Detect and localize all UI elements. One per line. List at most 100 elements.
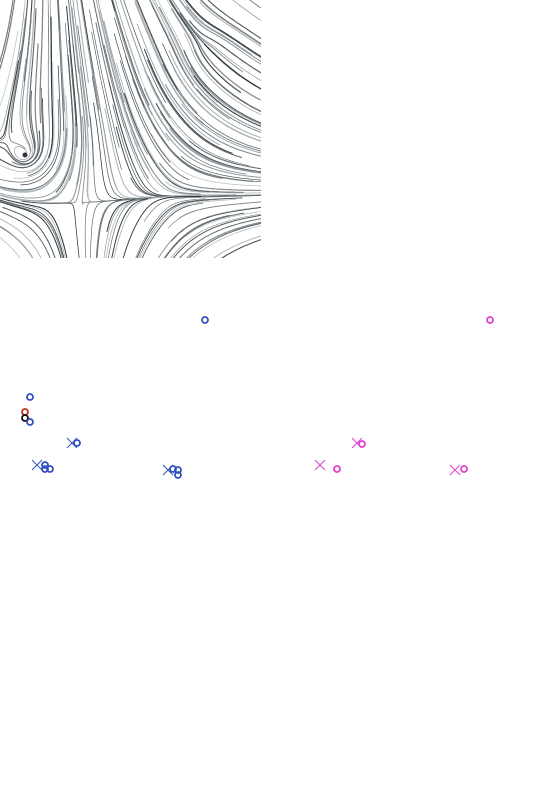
streamline <box>283 426 347 453</box>
streamline <box>282 415 344 445</box>
streamline <box>58 533 64 658</box>
streamline <box>311 266 318 344</box>
streamline <box>376 95 394 193</box>
streamline <box>461 345 551 415</box>
streamline <box>358 129 379 206</box>
streamline <box>282 546 303 628</box>
streamline <box>283 387 353 454</box>
streamline <box>0 359 60 446</box>
streamline <box>386 268 424 404</box>
streamline <box>409 733 493 796</box>
streamline <box>139 32 221 146</box>
streamline <box>0 533 3 569</box>
streamline <box>302 266 314 399</box>
streamline <box>217 776 266 796</box>
streamline <box>153 476 240 531</box>
streamline <box>298 308 319 421</box>
streamline <box>59 276 65 416</box>
streamline <box>27 652 85 740</box>
streamline <box>414 644 504 731</box>
streamline <box>450 87 551 160</box>
streamline <box>174 532 252 601</box>
streamline <box>367 0 385 84</box>
streamline <box>371 277 395 416</box>
streamline <box>402 31 455 157</box>
streamline <box>179 279 266 353</box>
streamline <box>479 0 546 51</box>
streamline-panel <box>0 0 261 258</box>
streamline <box>40 274 42 415</box>
streamline <box>0 635 52 709</box>
streamline <box>352 580 363 719</box>
streamline <box>439 626 545 707</box>
streamline <box>309 630 363 737</box>
streamline <box>415 357 501 456</box>
streamline <box>0 667 74 735</box>
streamline <box>283 487 328 530</box>
streamline <box>33 271 37 411</box>
streamline <box>137 629 234 718</box>
streamline <box>297 0 316 104</box>
streamline <box>283 660 335 701</box>
streamline <box>90 533 107 615</box>
streamline <box>282 549 306 650</box>
critical-point <box>310 685 315 690</box>
streamline <box>477 300 551 370</box>
streamline <box>133 734 241 796</box>
streamline <box>392 0 420 91</box>
streamline <box>400 559 454 688</box>
streamline <box>99 265 129 379</box>
streamline <box>126 624 210 725</box>
streamline <box>465 416 551 446</box>
streamline <box>443 475 551 531</box>
streamline <box>56 544 60 685</box>
streamline <box>371 310 386 450</box>
streamline <box>136 197 243 258</box>
streamline <box>0 269 17 369</box>
streamline <box>355 116 371 201</box>
streamline <box>112 310 164 440</box>
streamline <box>437 533 475 612</box>
streamline <box>525 0 551 13</box>
streamline <box>352 0 358 73</box>
streamline <box>491 0 551 38</box>
streamline <box>464 436 551 455</box>
streamline <box>397 533 439 645</box>
streamline <box>66 5 78 148</box>
streamline <box>181 572 266 658</box>
streamline <box>72 265 85 368</box>
streamline <box>173 270 265 350</box>
streamline <box>103 609 154 733</box>
streamline <box>214 266 264 303</box>
streamline <box>98 734 150 796</box>
streamline <box>485 305 551 356</box>
streamline <box>383 46 426 174</box>
streamline <box>284 376 360 463</box>
streamline <box>420 533 476 647</box>
streamline <box>370 199 396 263</box>
streamline <box>411 64 478 181</box>
streamline <box>179 218 261 258</box>
streamline <box>96 629 152 735</box>
streamline <box>360 266 374 379</box>
streamline <box>123 0 167 103</box>
streamline <box>0 135 51 173</box>
streamline <box>185 211 261 237</box>
streamline <box>157 533 193 604</box>
streamline <box>282 464 356 503</box>
streamline <box>348 266 356 397</box>
streamline <box>201 599 266 650</box>
streamline <box>152 123 261 183</box>
streamline <box>386 0 402 79</box>
streamline <box>425 266 456 337</box>
streamline <box>360 92 373 202</box>
streamline <box>157 0 209 90</box>
streamline <box>160 753 224 796</box>
streamline <box>412 275 473 401</box>
streamline <box>13 300 31 421</box>
streamline <box>62 283 69 423</box>
streamline <box>385 632 437 739</box>
streamline <box>415 676 521 733</box>
streamline <box>162 588 260 682</box>
